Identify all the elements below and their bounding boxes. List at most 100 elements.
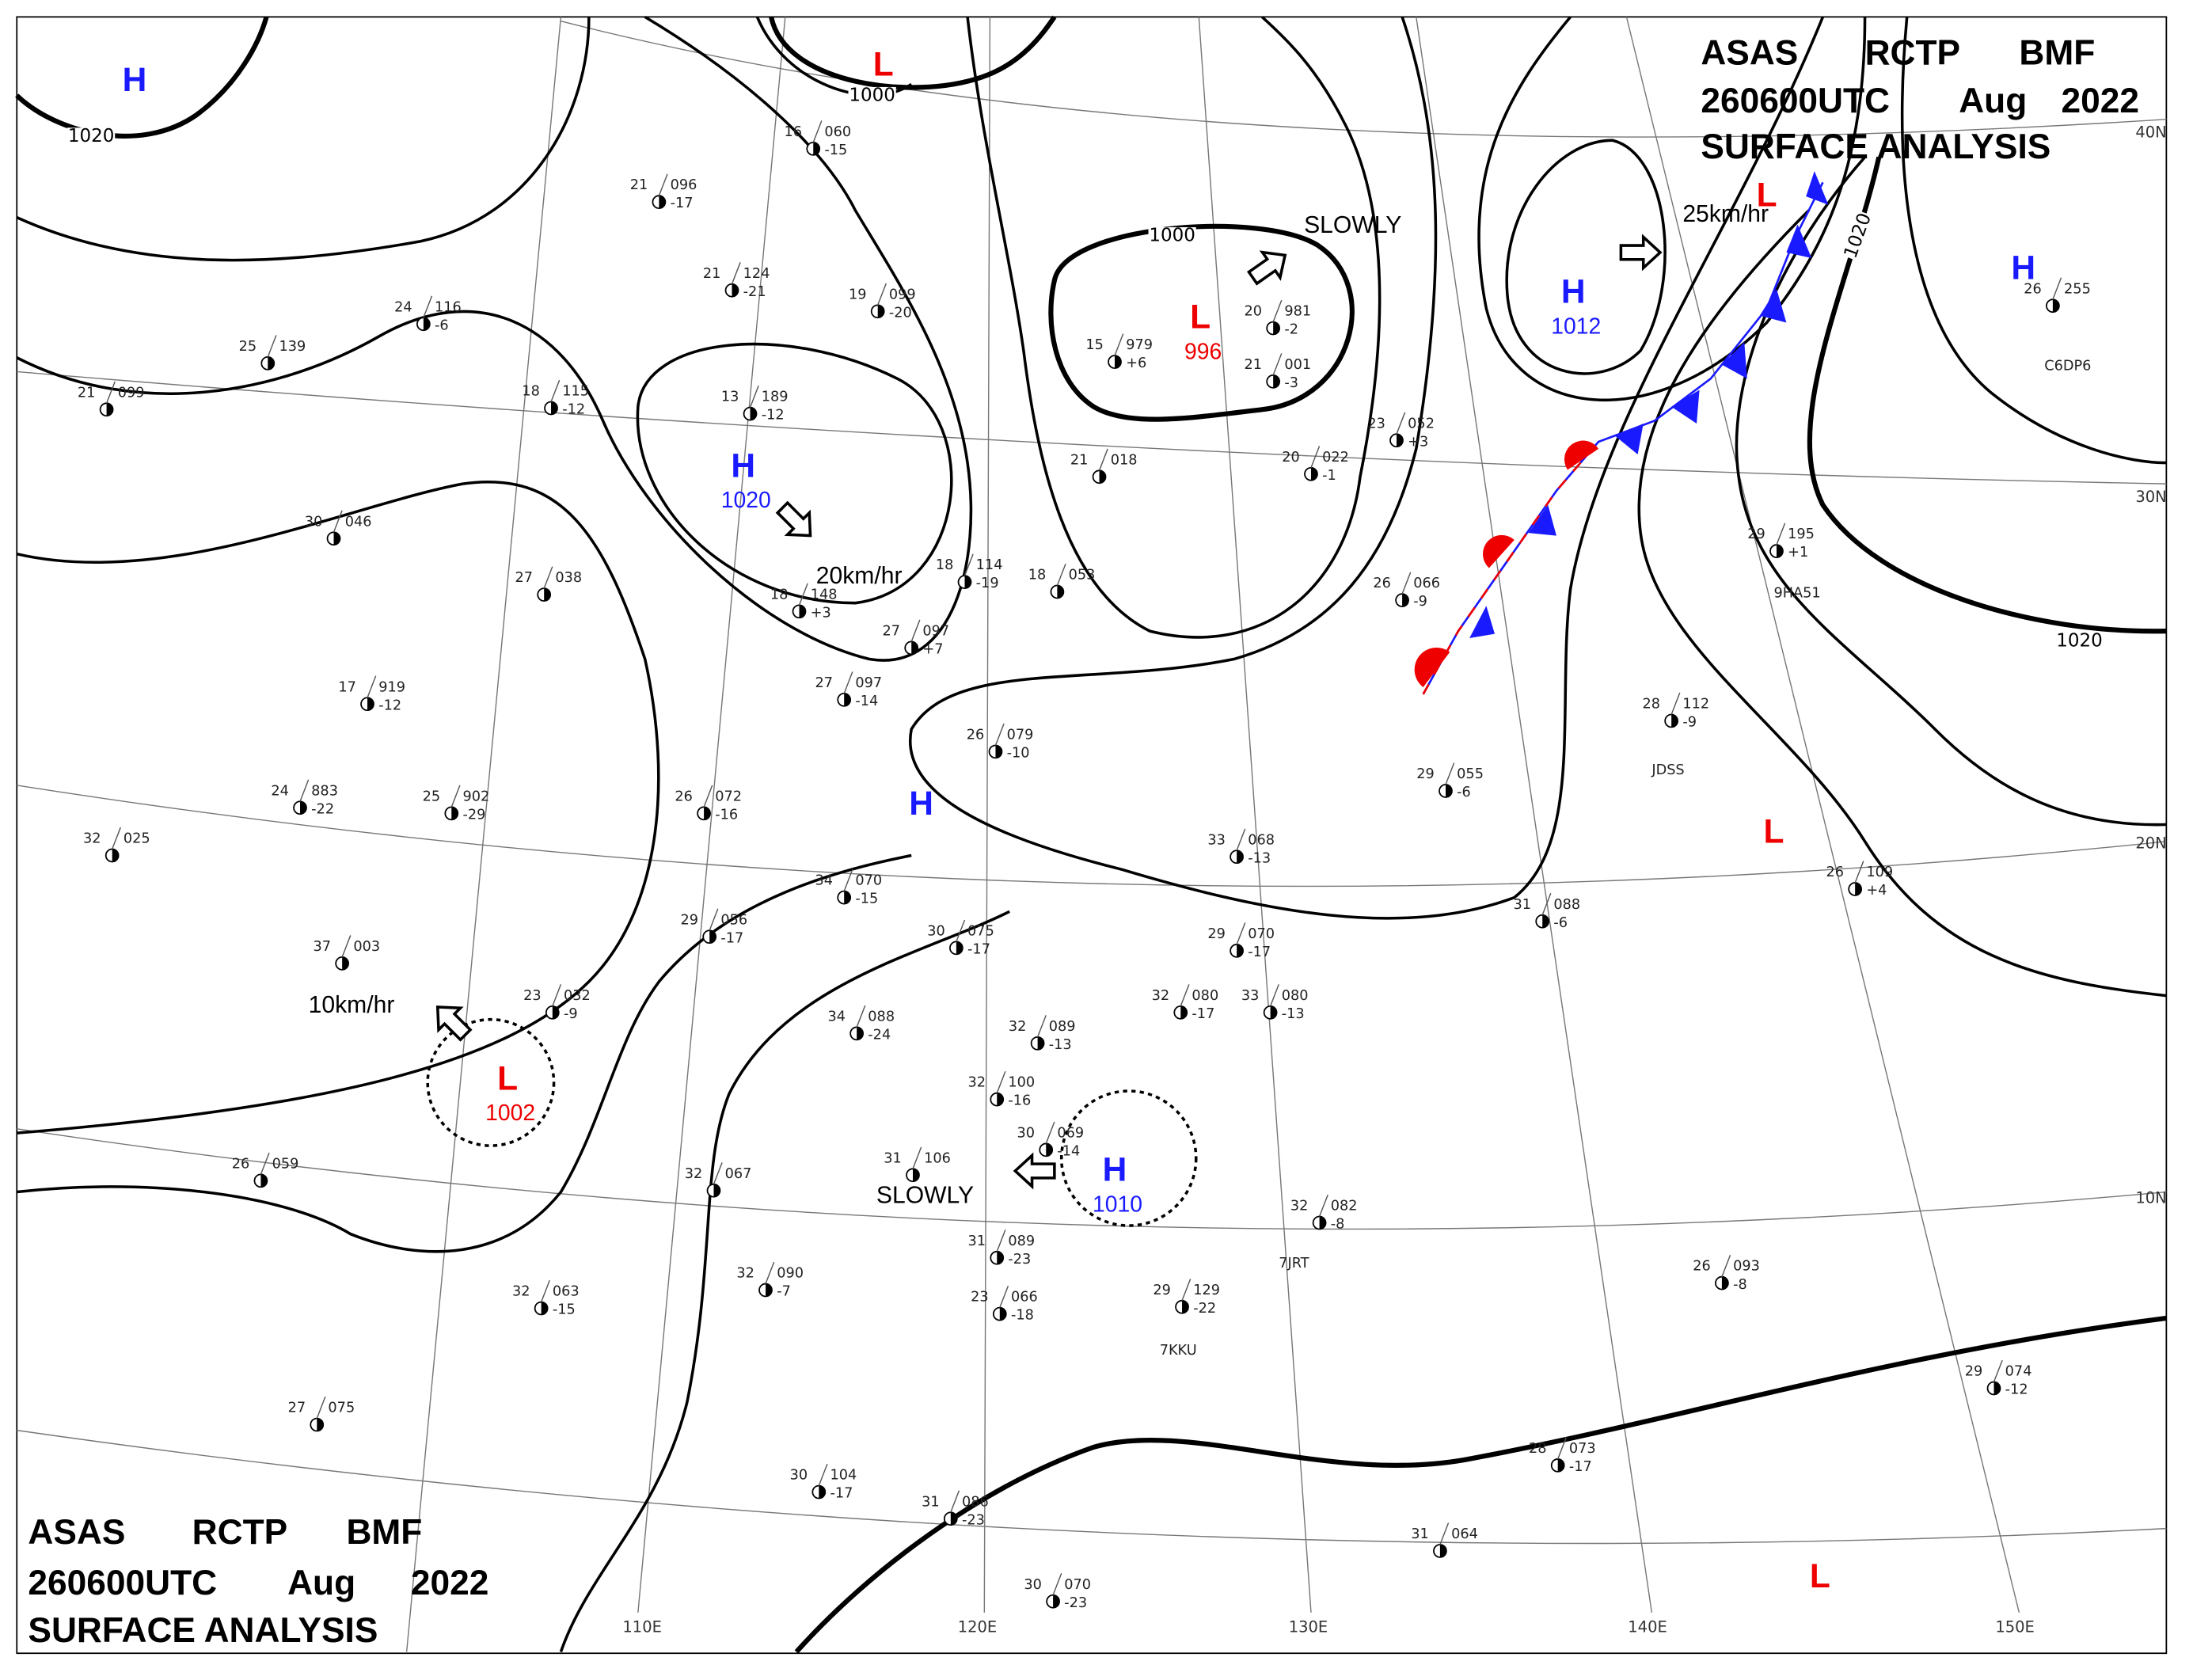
station-temp: 15 <box>1085 337 1104 353</box>
station-pressure: 082 <box>1331 1199 1358 1214</box>
station-cloud <box>1270 1005 1277 1019</box>
station-pressure: 148 <box>811 587 838 602</box>
station-pressure: 073 <box>1569 1441 1596 1457</box>
station-temp: 31 <box>968 1233 986 1249</box>
station-cloud <box>1542 914 1549 928</box>
station-pressure: 064 <box>1451 1526 1478 1542</box>
wind-barb <box>963 553 974 576</box>
wind-barb <box>1052 1573 1062 1595</box>
station-temp: 32 <box>736 1266 754 1282</box>
station-pressure: 097 <box>855 675 882 691</box>
station-cloud <box>1671 714 1678 728</box>
station-pressure: 003 <box>353 939 380 955</box>
station-cloud <box>997 1093 1004 1106</box>
station-temp: 27 <box>515 570 533 586</box>
station-tendency: -1 <box>1322 468 1336 484</box>
station-pressure: 052 <box>1408 416 1435 431</box>
station-pressure: 001 <box>1284 357 1311 373</box>
wind-barb <box>267 335 277 358</box>
station-cloud <box>112 849 119 862</box>
station-cloud <box>713 1184 720 1197</box>
station-tendency: -6 <box>1553 915 1568 931</box>
motion-label: SLOWLY <box>876 1183 974 1209</box>
wind-barb <box>1272 353 1283 376</box>
wind-barb <box>552 984 562 1007</box>
station-cloud <box>911 641 918 655</box>
latitude-label: 30N <box>2135 488 2166 506</box>
station-pressure: 104 <box>830 1468 857 1484</box>
station-temp: 21 <box>703 266 721 282</box>
station-pressure: 072 <box>715 789 742 804</box>
wind-barb <box>996 1070 1006 1093</box>
station-tendency: -12 <box>562 402 585 418</box>
wind-barb <box>910 619 921 642</box>
station-tendency: -16 <box>1008 1093 1031 1109</box>
station-temp: 30 <box>790 1468 808 1484</box>
station-tendency: -17 <box>671 196 694 211</box>
station-pressure: 025 <box>124 831 150 847</box>
station-temp: 31 <box>884 1150 902 1166</box>
station-temp: 33 <box>1241 988 1260 1004</box>
wind-barb <box>1114 333 1124 356</box>
station-temp: 26 <box>1826 865 1844 880</box>
station-temp: 17 <box>338 679 356 695</box>
station-pressure: 018 <box>1111 452 1138 468</box>
station-tendency: -10 <box>1007 746 1030 762</box>
station-cloud <box>541 1302 548 1315</box>
station-pressure: 063 <box>553 1284 580 1300</box>
wind-barb <box>550 379 561 402</box>
station-tendency: -13 <box>1049 1037 1072 1053</box>
wind-barb <box>877 283 887 306</box>
map-frame <box>16 16 2168 1655</box>
station-temp: 27 <box>288 1401 306 1416</box>
station-cloud <box>1057 585 1064 599</box>
station-pressure: 046 <box>345 514 372 530</box>
station-pressure: 114 <box>976 557 1003 573</box>
wind-barb <box>367 675 377 698</box>
station-pressure: 124 <box>743 266 770 282</box>
wind-barb <box>260 1152 270 1175</box>
isobar-label: 1000 <box>1149 226 1195 246</box>
motion-arrow <box>1246 250 1287 286</box>
header-bottom: ASAS RCTP BMF 260600UTC Aug 2022 SURFACE… <box>28 1513 488 1650</box>
station-tendency: -17 <box>1192 1006 1214 1022</box>
isobar-label: 1000 <box>849 86 895 106</box>
station-cloud <box>1310 467 1317 481</box>
header-text: ASAS <box>1701 34 1798 73</box>
wind-barb <box>709 908 719 931</box>
wind-barb <box>341 935 352 958</box>
station-temp: 27 <box>883 623 901 639</box>
station-tendency: -19 <box>976 576 999 591</box>
station-pressure: 109 <box>1866 865 1893 880</box>
station-cloud <box>877 305 884 318</box>
wind-barb <box>1181 1279 1192 1302</box>
station-pressure: 075 <box>328 1401 355 1416</box>
station-cloud <box>367 697 374 711</box>
wind-barb <box>1541 893 1552 916</box>
station-tendency: -20 <box>889 305 912 321</box>
wind-barb <box>105 381 116 404</box>
station-pressure: 255 <box>2064 281 2091 297</box>
wind-barb <box>1776 523 1786 545</box>
station-pressure: 106 <box>924 1150 951 1166</box>
station-pressure: 059 <box>272 1156 299 1172</box>
station-tendency: +3 <box>1408 434 1428 450</box>
motion-label: 20km/hr <box>816 563 903 589</box>
station-cloud <box>813 142 820 155</box>
station-cloud <box>1037 1036 1044 1050</box>
station-tendency: -17 <box>830 1486 853 1502</box>
header-top: ASAS RCTP BMF 260600UTC Aug 2022 SURFACE… <box>1701 34 2139 167</box>
isobar-label-bg <box>2055 632 2104 651</box>
wind-barb <box>658 173 668 196</box>
station-tendency: -15 <box>855 891 878 907</box>
wind-barb <box>333 510 343 533</box>
station-tendency: -8 <box>1331 1217 1345 1233</box>
motion-label: 25km/hr <box>1682 201 1769 227</box>
isobar-label: 1020 <box>2056 631 2103 652</box>
station-temp: 18 <box>522 384 540 400</box>
header-text: 2022 <box>2062 82 2139 120</box>
station-cloud <box>1721 1276 1728 1290</box>
station-cloud <box>766 1283 772 1297</box>
station-cloud <box>799 605 806 618</box>
station-pressure: 097 <box>922 623 949 639</box>
